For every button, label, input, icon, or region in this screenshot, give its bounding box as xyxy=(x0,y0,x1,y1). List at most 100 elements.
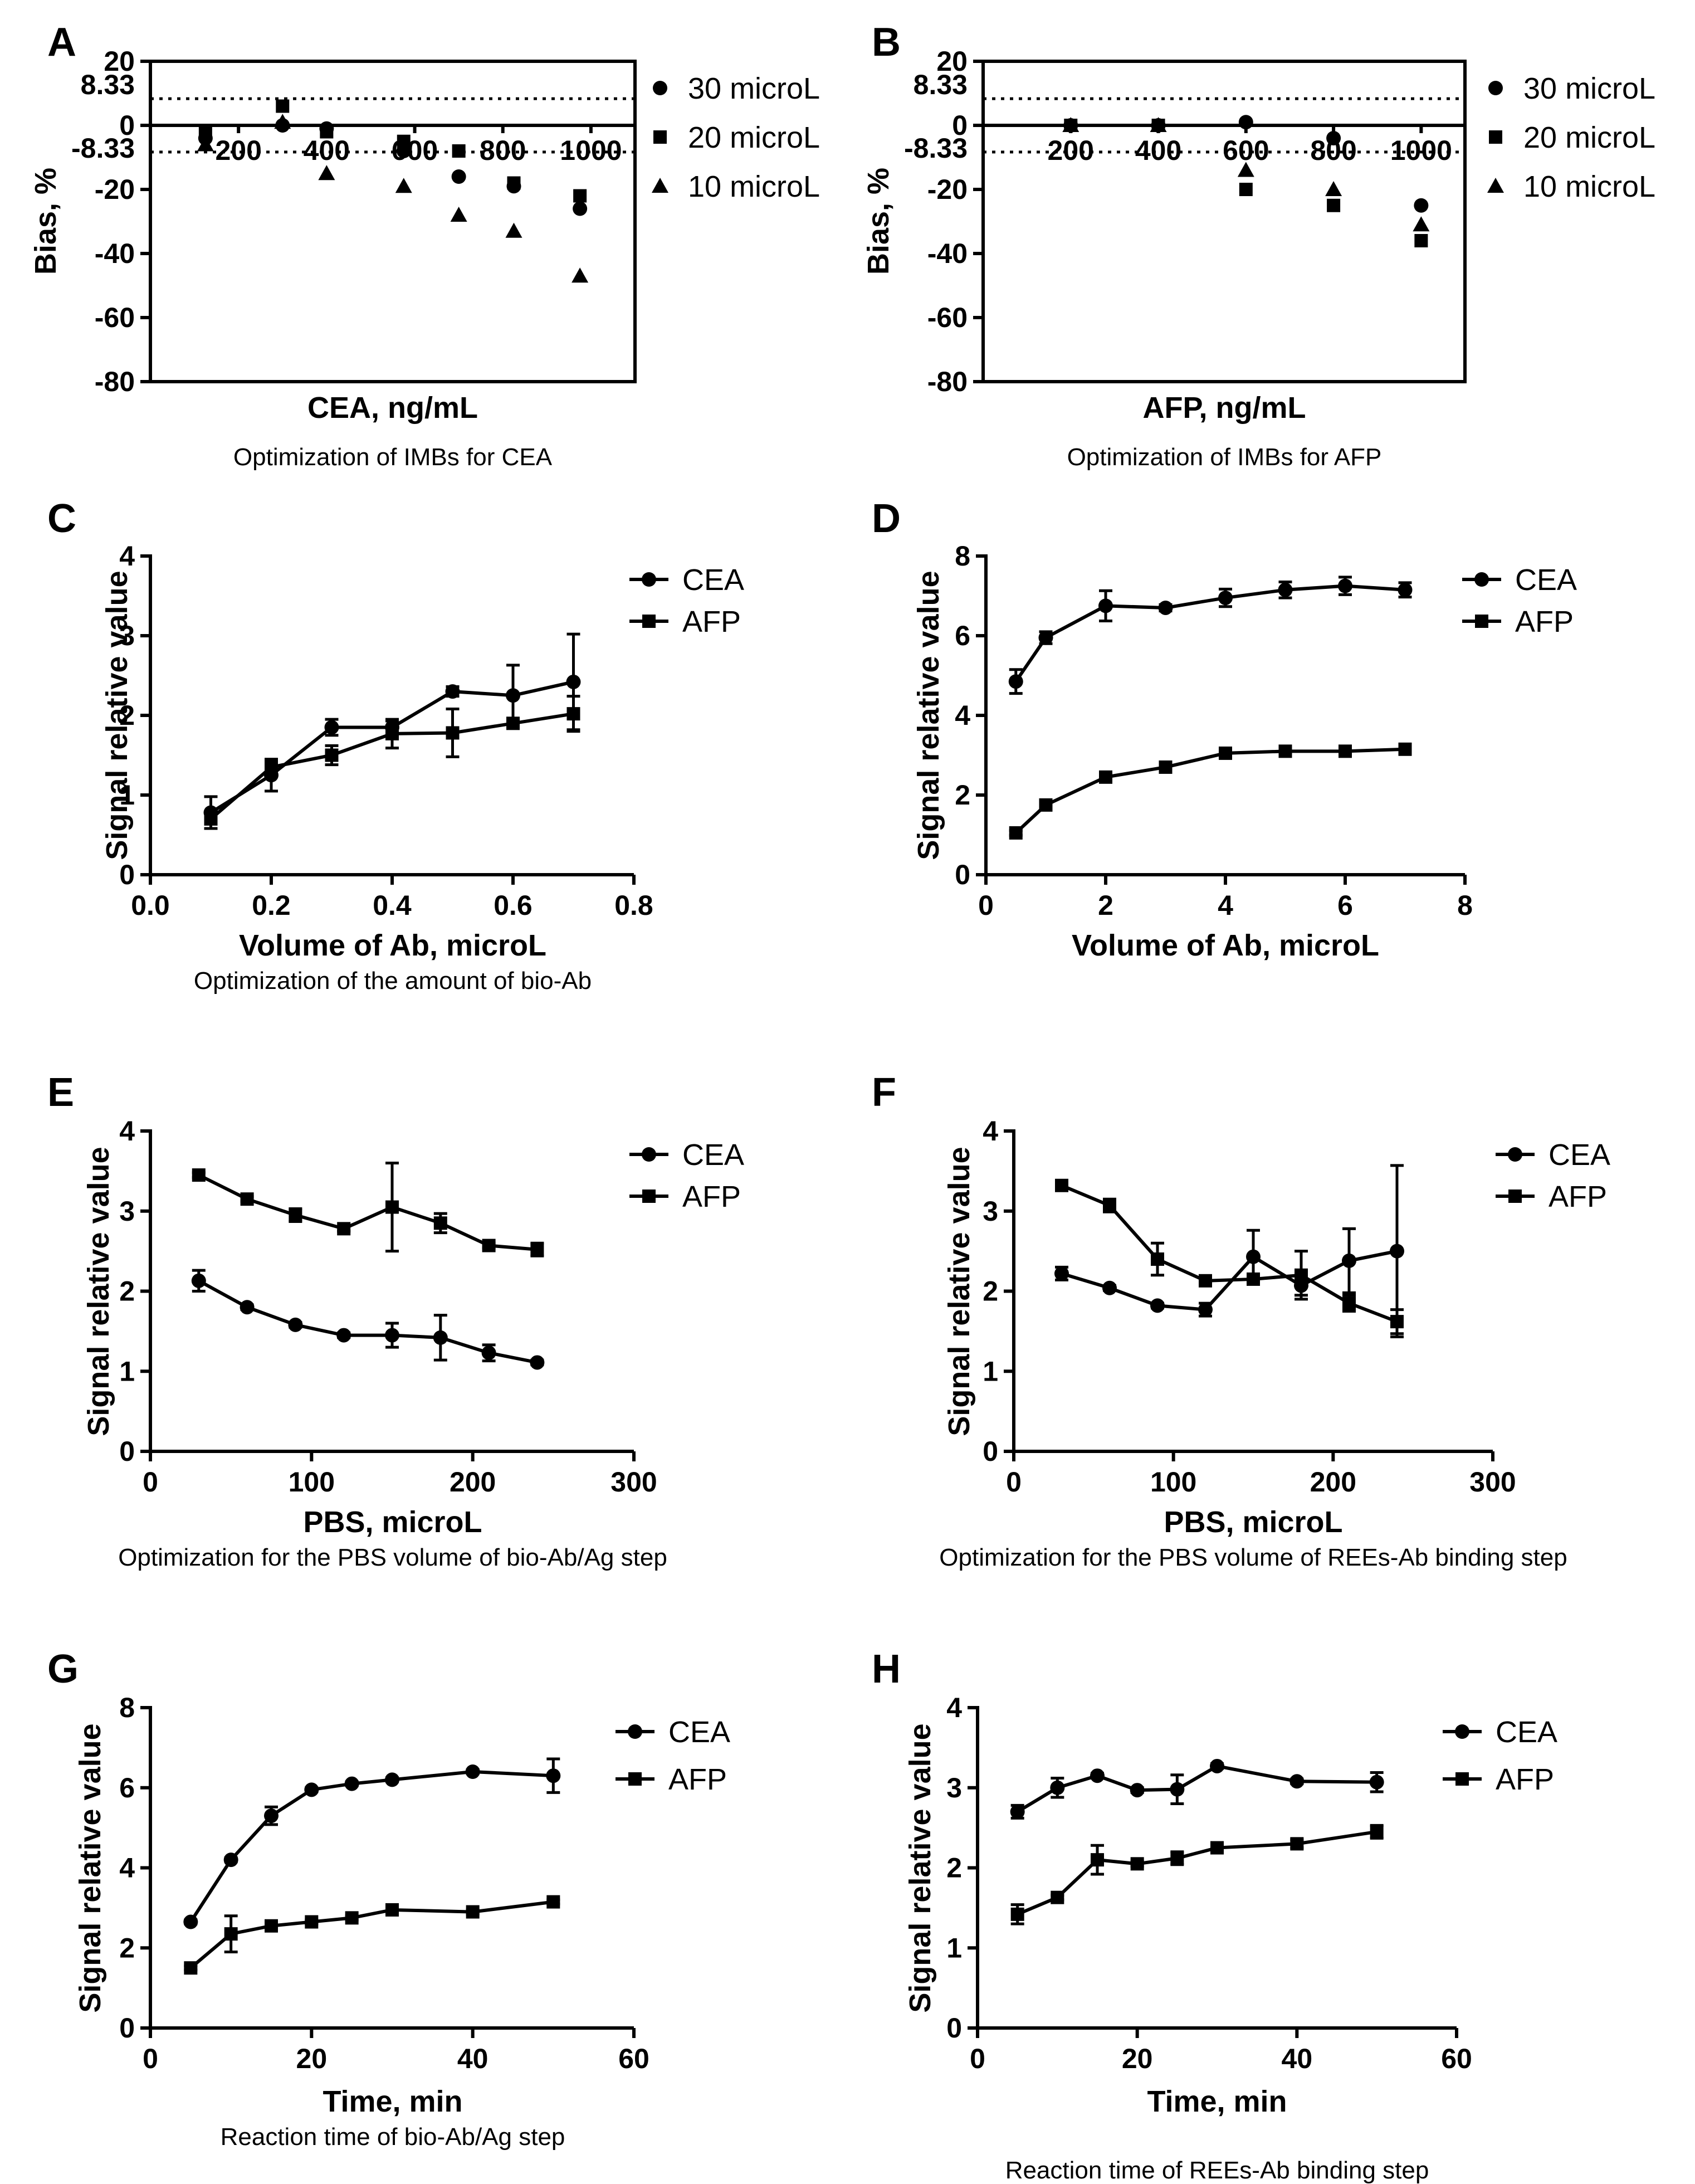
legend-label: CEA xyxy=(682,1138,744,1172)
data-point xyxy=(1098,598,1113,613)
x-tick-label: 20 xyxy=(296,2043,328,2074)
y-tick-label: -60 xyxy=(927,302,968,333)
data-point xyxy=(385,727,399,740)
series-line xyxy=(1017,1764,1377,1814)
x-tick-label: 100 xyxy=(289,1466,335,1498)
y-tick-label: 1 xyxy=(946,1932,962,1963)
y-tick-label: 0 xyxy=(119,110,135,141)
data-point xyxy=(1246,1249,1261,1264)
legend-marker xyxy=(1455,1724,1469,1739)
y-tick-label: -80 xyxy=(927,366,968,397)
data-point xyxy=(506,688,520,703)
series-cea xyxy=(191,1269,545,1370)
y-tick-label: 4 xyxy=(119,1852,135,1884)
y-tick-label: 3 xyxy=(983,1196,998,1227)
y-tick-label: 2 xyxy=(955,779,970,811)
data-point xyxy=(1210,1758,1224,1773)
data-point xyxy=(1038,630,1053,645)
data-point xyxy=(1051,1890,1064,1904)
data-point xyxy=(385,1200,399,1214)
y-tick-label: 1 xyxy=(119,779,135,811)
data-point xyxy=(1198,1302,1213,1317)
data-point xyxy=(1039,798,1053,812)
x-tick-label: 600 xyxy=(1223,135,1269,166)
series-cea xyxy=(1054,1164,1404,1338)
y-tick-label: 0 xyxy=(983,1436,998,1467)
x-tick-label: 300 xyxy=(610,1466,657,1498)
chart-panel-a: A 200-20-40-60-808.33-8.33 200 400 600 800 100… xyxy=(29,20,820,471)
legend-entry: 30 microL xyxy=(1488,72,1655,105)
data-point xyxy=(481,1346,496,1361)
legend-entry: CEA xyxy=(629,563,744,597)
data-point xyxy=(1150,117,1167,132)
x-tick-label: 40 xyxy=(457,2043,489,2074)
data-point xyxy=(304,1782,319,1797)
y-tick-label: 2 xyxy=(119,1932,135,1963)
x-tick-label: 0 xyxy=(978,890,994,921)
y-tick-label: 3 xyxy=(946,1772,962,1803)
data-point xyxy=(1130,1857,1144,1871)
legend-entry: AFP xyxy=(616,1763,727,1796)
series-20-microl xyxy=(198,99,587,203)
legend-entry: AFP xyxy=(1462,605,1574,638)
panel-label: D xyxy=(872,496,901,541)
x-tick-label: 2 xyxy=(1098,890,1113,921)
data-point xyxy=(1219,746,1232,760)
legend-entry: CEA xyxy=(629,1138,744,1172)
y-tick-label: 4 xyxy=(946,1692,962,1723)
x-axis-label: CEA, ng/mL xyxy=(307,391,478,425)
data-point xyxy=(1390,1315,1404,1329)
data-point xyxy=(265,1919,278,1933)
data-point xyxy=(445,684,460,699)
data-point xyxy=(204,812,218,826)
data-point xyxy=(345,1911,359,1925)
reference-line-label: 8.33 xyxy=(81,69,135,100)
legend-marker xyxy=(1487,178,1504,193)
legend-entry: CEA xyxy=(1443,1715,1557,1749)
data-point xyxy=(1159,760,1173,774)
legend-marker xyxy=(628,1724,642,1739)
data-point xyxy=(530,1242,544,1256)
data-point xyxy=(1414,198,1429,213)
data-point xyxy=(240,1192,254,1206)
y-axis-label: Signal relative value xyxy=(903,1723,937,2012)
x-tick-label: 0.0 xyxy=(131,890,170,921)
series-line xyxy=(198,1173,538,1251)
panel-caption: Reaction time of bio-Ab/Ag step xyxy=(221,2123,565,2151)
series-afp xyxy=(1009,742,1412,840)
data-point xyxy=(1390,1244,1404,1259)
y-tick-label: 6 xyxy=(955,620,970,651)
y-tick-label: -40 xyxy=(927,238,968,269)
data-point xyxy=(318,165,335,181)
data-point xyxy=(1010,1907,1024,1921)
y-tick-label: 4 xyxy=(119,540,135,572)
data-point xyxy=(1413,216,1430,232)
data-point xyxy=(224,1927,238,1941)
data-point xyxy=(1290,1837,1304,1851)
legend-entry: CEA xyxy=(616,1715,730,1749)
data-point xyxy=(1091,1853,1104,1867)
data-point xyxy=(433,1330,448,1345)
legend-entry: 30 microL xyxy=(653,72,820,105)
legend-entry: AFP xyxy=(629,1180,741,1213)
data-point xyxy=(337,1222,351,1236)
data-point xyxy=(433,1216,447,1230)
data-point xyxy=(1102,1280,1117,1295)
data-point xyxy=(1151,1252,1164,1266)
x-tick-label: 300 xyxy=(1469,1466,1516,1498)
panel-caption: Optimization for the PBS volume of REEs-… xyxy=(939,1544,1567,1571)
series-10-microl xyxy=(197,114,589,283)
data-point xyxy=(305,1915,319,1929)
data-point xyxy=(385,1772,399,1787)
x-tick-label: 0.6 xyxy=(494,890,533,921)
y-tick-label: 0 xyxy=(955,859,970,890)
data-point xyxy=(1054,1266,1069,1281)
series-line xyxy=(189,1769,554,1923)
data-point xyxy=(546,1895,560,1909)
data-point xyxy=(192,1168,206,1182)
y-tick-label: 1 xyxy=(119,1356,135,1387)
y-tick-label: 1 xyxy=(983,1356,998,1387)
legend-label: CEA xyxy=(1496,1715,1557,1749)
legend-label: 30 microL xyxy=(688,72,820,105)
data-point xyxy=(446,726,460,740)
